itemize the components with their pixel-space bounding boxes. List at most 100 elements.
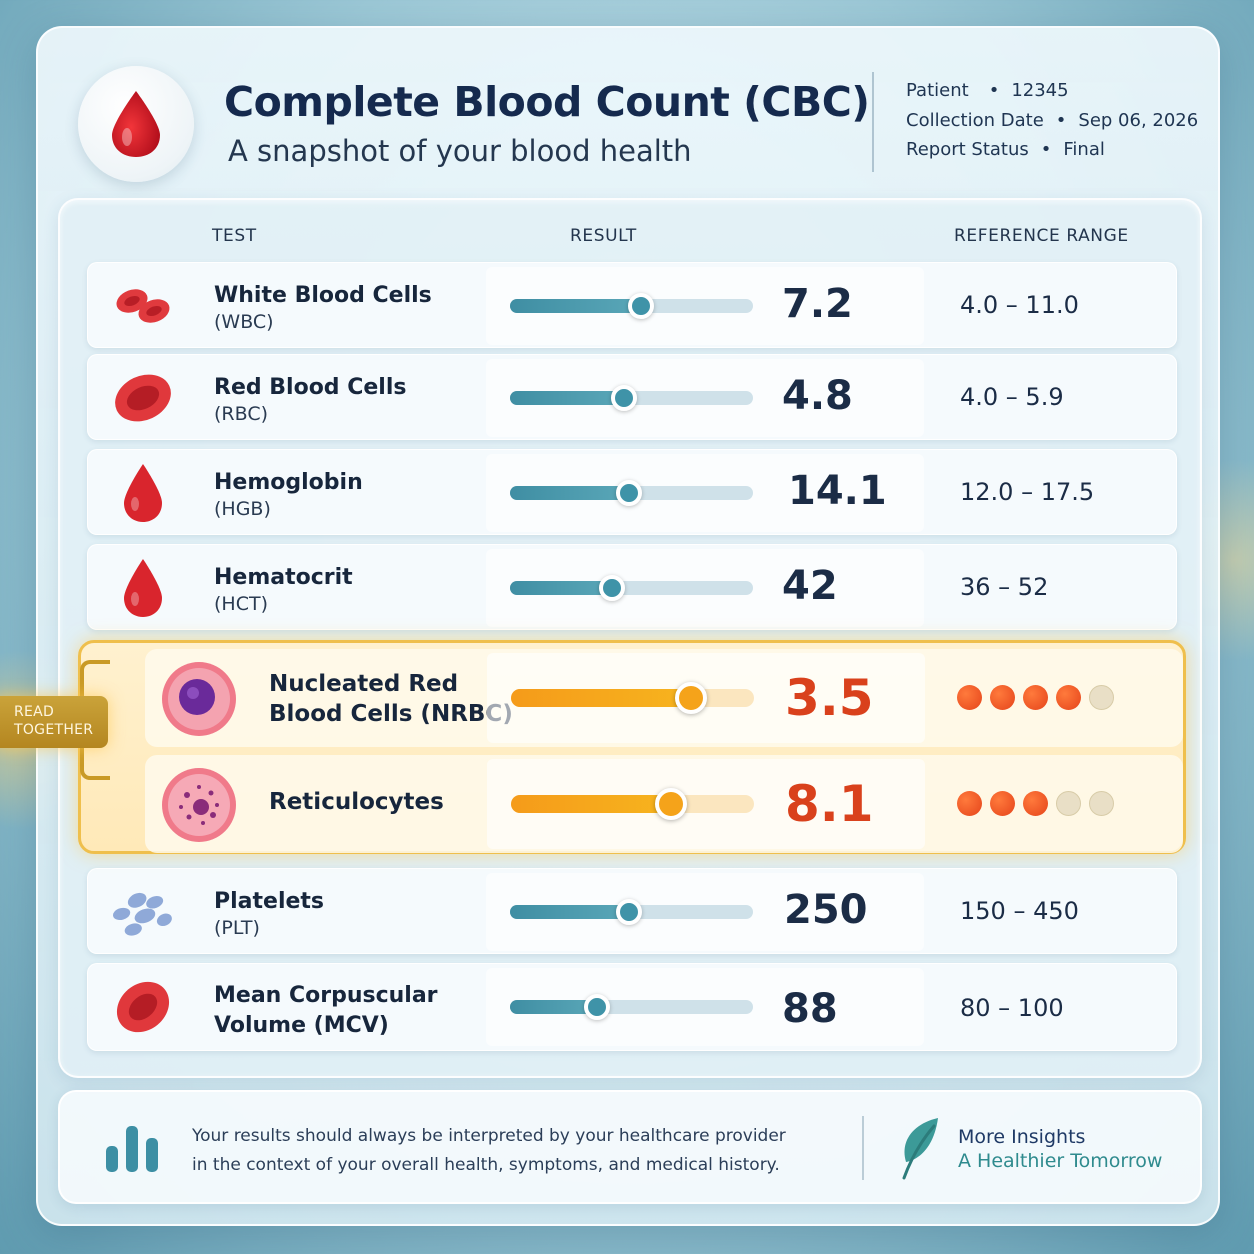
read-together-badge: READ TOGETHER: [0, 696, 108, 748]
table-row-hct[interactable]: Hematocrit (HCT) 42 36 – 52: [87, 544, 1177, 630]
test-abbreviation: (HGB): [214, 498, 271, 520]
table-row-rbc[interactable]: Red Blood Cells (RBC) 4.8 4.0 – 5.9: [87, 354, 1177, 440]
reference-range: 80 – 100: [960, 994, 1064, 1022]
footer-divider: [862, 1116, 864, 1180]
column-header-test: TEST: [212, 226, 257, 246]
result-level-knob: [616, 899, 643, 925]
result-value: 250: [784, 887, 868, 933]
red-blood-cell-icon: [108, 978, 178, 1036]
reference-range: 4.0 – 5.9: [960, 383, 1064, 411]
result-level-fill: [511, 795, 672, 813]
result-level-fill: [511, 689, 691, 707]
result-level-bar: [510, 480, 753, 506]
rating-dot-filled: [990, 791, 1015, 816]
test-name: Mean Corpuscular Volume (MCV): [214, 981, 438, 1041]
rating-dot-empty: [1089, 791, 1114, 816]
more-insights-subtitle[interactable]: A Healthier Tomorrow: [958, 1150, 1163, 1172]
severity-rating: [957, 791, 1114, 816]
meta-separator: •: [988, 80, 1000, 101]
test-name: White Blood Cells: [214, 283, 432, 308]
meta-separator: •: [1040, 139, 1052, 160]
result-value: 8.1: [785, 775, 874, 833]
result-level-fill: [510, 486, 630, 500]
meta-value: 12345: [1011, 80, 1069, 101]
footer: Your results should always be interprete…: [58, 1090, 1202, 1204]
table-row-plt[interactable]: Platelets (PLT) 250 150 – 450: [87, 868, 1177, 954]
table-row-reticulocytes[interactable]: Reticulocytes 8.1: [145, 755, 1183, 853]
disclaimer-line2: in the context of your overall health, s…: [192, 1155, 780, 1175]
test-name: Red Blood Cells: [214, 375, 407, 400]
rating-dot-filled: [1056, 685, 1081, 710]
disclaimer-text: Your results should always be interprete…: [192, 1122, 786, 1180]
report-meta: Patient • 12345 Collection Date • Sep 06…: [906, 80, 1198, 169]
test-name-line2: Blood Cells (NRBC): [269, 701, 513, 727]
test-name: Hemoglobin: [214, 470, 363, 495]
rating-dot-empty: [1089, 685, 1114, 710]
severity-rating: [957, 685, 1114, 710]
more-insights-link[interactable]: More Insights: [958, 1126, 1086, 1148]
reticulocyte-icon: [159, 765, 239, 845]
result-level-knob: [655, 788, 688, 820]
bar-chart-icon: [104, 1124, 162, 1178]
leaf-icon: [898, 1116, 944, 1184]
reference-range: 150 – 450: [960, 897, 1079, 925]
red-blood-cell-icon: [108, 369, 178, 427]
test-name-line2: Volume (MCV): [214, 1013, 389, 1038]
report-card: Complete Blood Count (CBC) A snapshot of…: [36, 26, 1220, 1226]
result-level-bar: [510, 899, 753, 925]
meta-label: Report Status: [906, 139, 1029, 160]
test-name: Platelets: [214, 889, 325, 914]
meta-value: Sep 06, 2026: [1078, 109, 1199, 131]
result-value: 42: [782, 563, 838, 609]
rating-dot-filled: [990, 685, 1015, 710]
result-level-fill: [510, 581, 613, 595]
read-together-group: Nucleated Red Blood Cells (NRBC) 3.5: [78, 640, 1186, 854]
table-row-hgb[interactable]: Hemoglobin (HGB) 14.1 12.0 – 17.5: [87, 449, 1177, 535]
table-row-wbc[interactable]: White Blood Cells (WBC) 7.2 4.0 – 11.0: [87, 262, 1177, 348]
page-subtitle: A snapshot of your blood health: [228, 134, 692, 168]
column-header-result: RESULT: [570, 226, 637, 246]
header-divider: [872, 72, 874, 172]
meta-report-status: Report Status • Final: [906, 139, 1198, 169]
result-value: 3.5: [785, 669, 874, 727]
rating-dot-empty: [1056, 791, 1081, 816]
test-abbreviation: (PLT): [214, 917, 260, 939]
result-level-knob: [616, 480, 643, 506]
meta-label: Collection Date: [906, 109, 1044, 131]
result-level-bar: [511, 788, 754, 820]
test-abbreviation: (HCT): [214, 593, 268, 615]
table-row-nrbc[interactable]: Nucleated Red Blood Cells (NRBC) 3.5: [145, 649, 1183, 747]
reference-range: 4.0 – 11.0: [960, 291, 1079, 319]
wbc-cells-icon: [108, 277, 178, 335]
test-abbreviation: (WBC): [214, 311, 274, 333]
rating-dot-filled: [1023, 685, 1048, 710]
rating-dot-filled: [957, 791, 982, 816]
result-level-bar: [510, 994, 753, 1020]
rating-dot-filled: [957, 685, 982, 710]
result-level-knob: [611, 385, 638, 411]
test-name-line1: Mean Corpuscular: [214, 983, 438, 1008]
results-table: TEST RESULT REFERENCE RANGE White Blood …: [58, 198, 1202, 1078]
result-value: 14.1: [788, 468, 887, 514]
result-level-fill: [510, 1000, 598, 1014]
blood-drop-logo-icon: [78, 66, 194, 182]
result-value: 88: [782, 986, 838, 1032]
rating-dot-filled: [1023, 791, 1048, 816]
test-name: Hematocrit: [214, 565, 353, 590]
nucleated-cell-icon: [159, 659, 239, 739]
result-level-bar: [510, 293, 753, 319]
page-title: Complete Blood Count (CBC): [224, 78, 870, 126]
result-level-knob: [674, 682, 707, 714]
table-row-mcv[interactable]: Mean Corpuscular Volume (MCV) 88 80 – 10…: [87, 963, 1177, 1051]
badge-line1: READ: [14, 704, 55, 720]
result-value: 7.2: [782, 281, 853, 327]
result-level-fill: [510, 391, 625, 405]
reference-range: 36 – 52: [960, 573, 1049, 601]
test-abbreviation: (RBC): [214, 403, 268, 425]
test-name: Reticulocytes: [269, 789, 444, 815]
result-level-knob: [628, 293, 655, 319]
result-value: 4.8: [782, 373, 853, 419]
meta-patient: Patient • 12345: [906, 80, 1198, 110]
column-header-reference: REFERENCE RANGE: [954, 226, 1129, 246]
result-level-bar: [510, 385, 753, 411]
